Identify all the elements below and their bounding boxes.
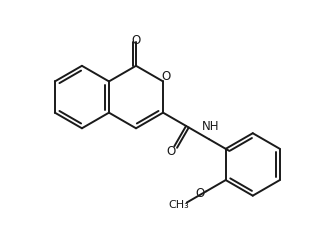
Text: O: O <box>132 34 140 47</box>
Text: O: O <box>167 144 176 157</box>
Text: O: O <box>162 70 171 83</box>
Text: NH: NH <box>202 120 219 133</box>
Text: CH₃: CH₃ <box>169 200 189 210</box>
Text: O: O <box>196 187 205 200</box>
